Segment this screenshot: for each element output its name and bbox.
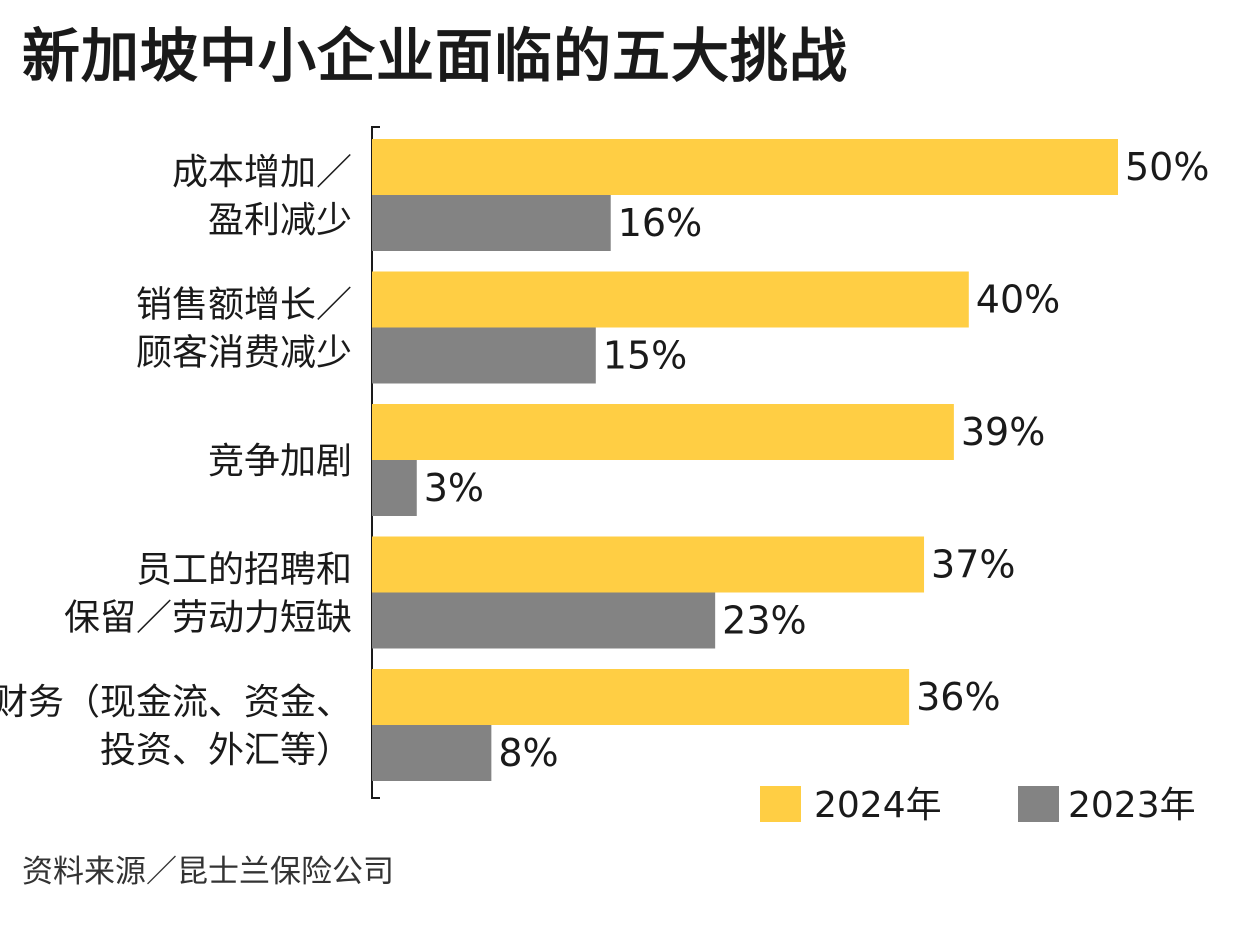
legend-swatch	[1018, 786, 1059, 822]
source-note: 资料来源／昆士兰保险公司	[22, 854, 394, 890]
value-label: 15%	[603, 334, 687, 378]
bar	[372, 669, 910, 725]
value-label: 36%	[916, 675, 1000, 719]
bar	[372, 404, 954, 460]
value-label: 3%	[424, 466, 484, 510]
category-label: 盈利减少	[208, 200, 352, 241]
category-label: 顾客消费减少	[136, 333, 352, 374]
bar	[372, 271, 969, 328]
legend: 2024年 2023年	[760, 785, 1196, 826]
category-label: 销售额增长／	[136, 285, 352, 326]
category-label: 投资、外汇等）	[100, 730, 352, 771]
category-label: 员工的招聘和	[136, 550, 352, 591]
bar	[372, 139, 1118, 195]
bar	[372, 195, 611, 251]
value-label: 50%	[1125, 145, 1209, 189]
labels-group: 50% 16% 成本增加／ 盈利减少 40% 15% 销售额增长／ 顾客消费减少 39% 3% 竞争…	[0, 145, 1209, 775]
value-label: 40%	[976, 278, 1060, 322]
bars-group	[372, 139, 1118, 781]
category-label: 成本增加／	[172, 152, 352, 193]
value-label: 8%	[498, 731, 558, 775]
bar	[372, 536, 925, 593]
category-label: 财务（现金流、资金、	[0, 682, 352, 723]
legend-label: 2023年	[1068, 785, 1196, 826]
bar	[372, 460, 417, 516]
bar	[372, 592, 716, 649]
bar	[372, 327, 596, 384]
value-label: 39%	[961, 410, 1045, 454]
category-label: 竞争加剧	[208, 441, 352, 482]
bar	[372, 725, 492, 781]
legend-label: 2024年	[814, 785, 942, 826]
category-label: 保留／劳动力短缺	[64, 598, 352, 639]
value-label: 37%	[931, 543, 1015, 587]
legend-swatch	[760, 786, 801, 822]
value-label: 23%	[722, 599, 806, 643]
value-label: 16%	[618, 201, 702, 245]
chart-title: 新加坡中小企业面临的五大挑战	[22, 22, 849, 90]
